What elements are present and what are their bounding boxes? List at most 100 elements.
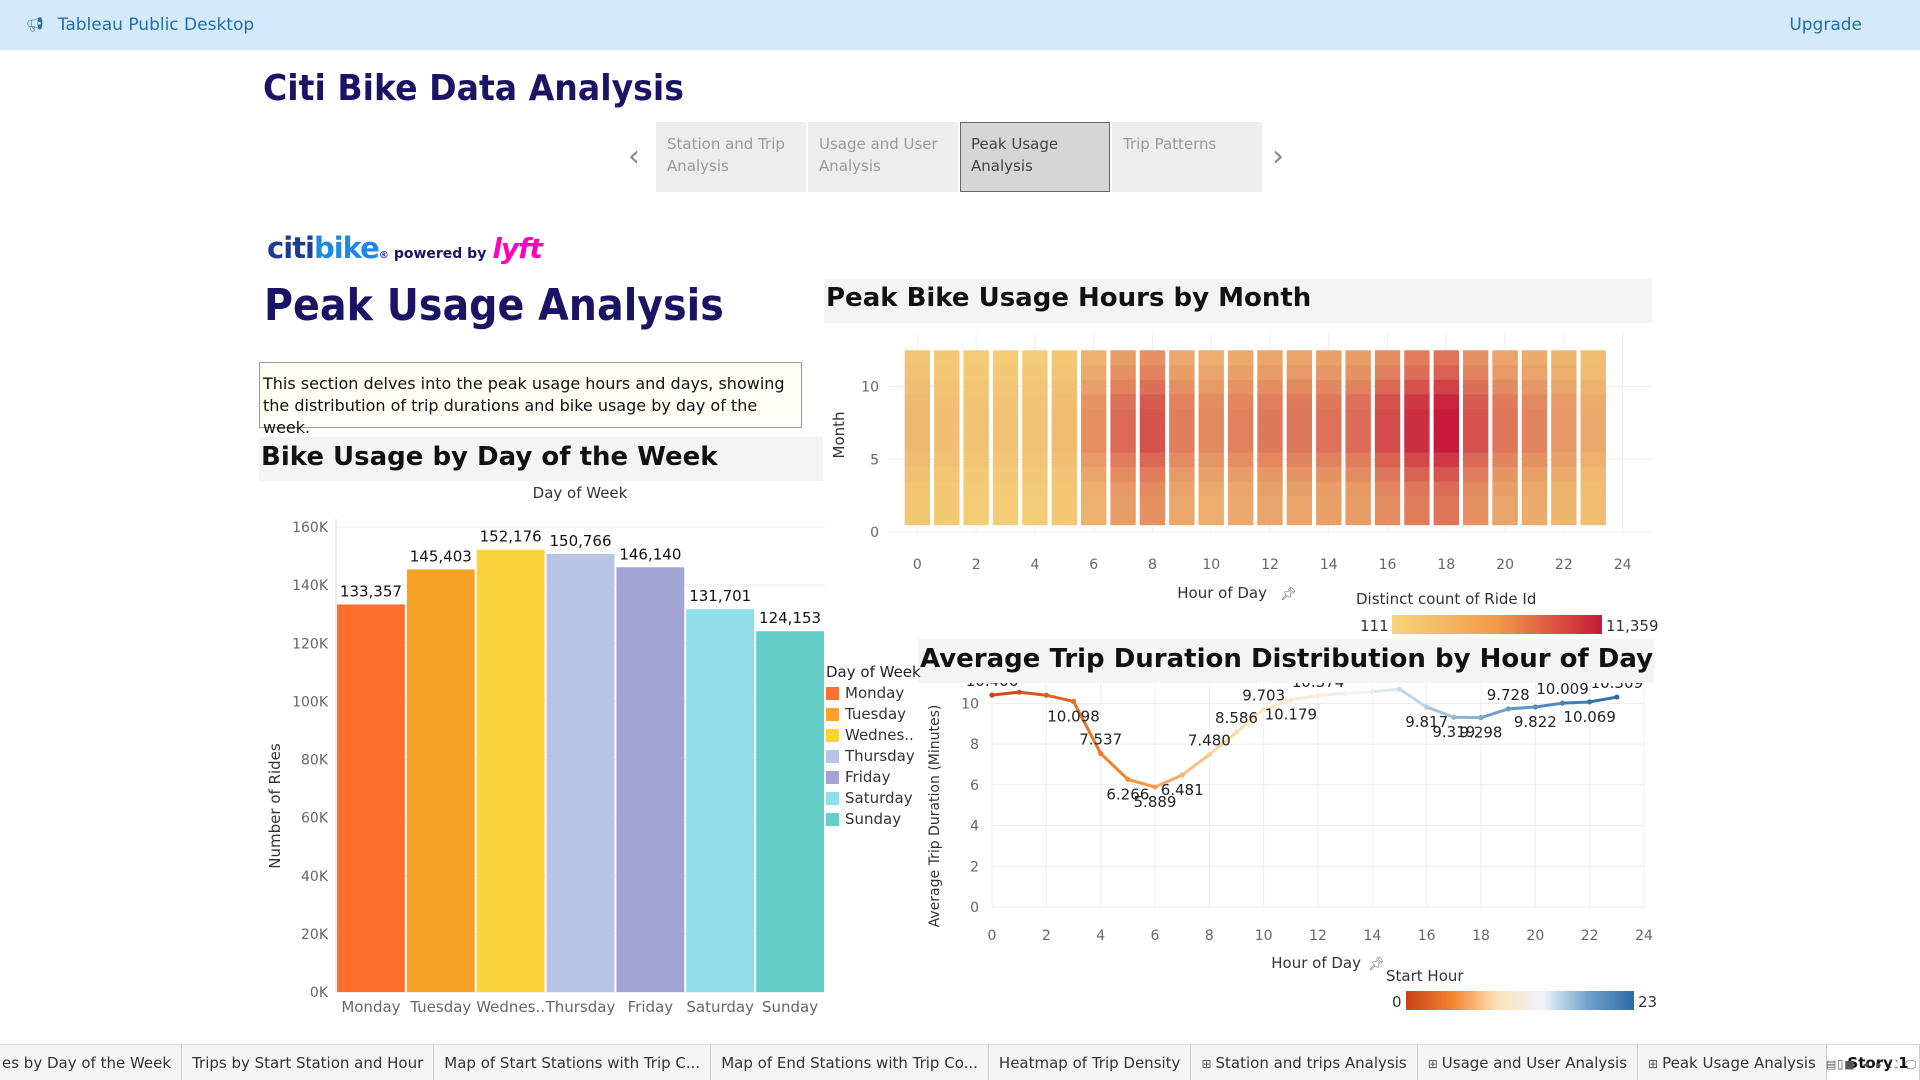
- heatmap-cell[interactable]: [1374, 393, 1401, 409]
- heatmap-cell[interactable]: [1521, 379, 1548, 395]
- next-sheet-icon[interactable]: ▸: [1876, 1058, 1882, 1071]
- heatmap-cell[interactable]: [1404, 422, 1430, 438]
- heatmap-cell[interactable]: [1580, 481, 1606, 497]
- heatmap-cell[interactable]: [992, 379, 1019, 395]
- bar-friday[interactable]: [616, 567, 685, 992]
- heatmap-cell[interactable]: [1227, 379, 1254, 395]
- heatmap-cell[interactable]: [1257, 350, 1283, 366]
- heatmap-cell[interactable]: [1492, 495, 1518, 511]
- legend-item[interactable]: Wednes..: [826, 725, 921, 746]
- sheet-tab[interactable]: Map of End Stations with Trip Co...: [711, 1045, 989, 1080]
- heatmap-cell[interactable]: [992, 466, 1019, 482]
- heatmap-cell[interactable]: [934, 350, 960, 366]
- heatmap-cell[interactable]: [1286, 495, 1313, 511]
- heatmap-cell[interactable]: [1316, 481, 1342, 497]
- heatmap-cell[interactable]: [934, 379, 960, 395]
- heatmap-cell[interactable]: [1081, 408, 1107, 424]
- heatmap-cell[interactable]: [1580, 452, 1606, 468]
- heatmap-cell[interactable]: [1257, 466, 1283, 482]
- heatmap-cell[interactable]: [1051, 350, 1077, 366]
- heatmap-cell[interactable]: [1433, 466, 1459, 482]
- heatmap-cell[interactable]: [1492, 437, 1518, 453]
- line-point[interactable]: [1288, 697, 1294, 703]
- heatmap-cell[interactable]: [1286, 364, 1313, 380]
- heatmap-cell[interactable]: [1463, 510, 1489, 526]
- heatmap-cell[interactable]: [1551, 364, 1577, 380]
- heatmap-cell[interactable]: [1433, 510, 1459, 526]
- line-point[interactable]: [1451, 714, 1457, 720]
- line-point[interactable]: [1098, 750, 1104, 757]
- heatmap-cell[interactable]: [1227, 437, 1254, 453]
- heatmap-cell[interactable]: [1286, 379, 1313, 395]
- heatmap-cell[interactable]: [1081, 510, 1107, 526]
- heatmap-cell[interactable]: [1169, 379, 1195, 395]
- heatmap-cell[interactable]: [1345, 393, 1371, 409]
- heatmap-cell[interactable]: [1374, 510, 1401, 526]
- heatmap-cell[interactable]: [1139, 437, 1166, 453]
- heatmap-cell[interactable]: [1139, 481, 1166, 497]
- heatmap-cell[interactable]: [1551, 379, 1577, 395]
- story-point-peak-usage[interactable]: Peak Usage Analysis: [960, 122, 1110, 192]
- heatmap-cell[interactable]: [1257, 422, 1283, 438]
- sheet-tab[interactable]: es by Day of the Week: [0, 1045, 183, 1080]
- heatmap-cell[interactable]: [1051, 466, 1077, 482]
- heatmap-cell[interactable]: [1580, 466, 1606, 482]
- heatmap-cell[interactable]: [1139, 364, 1166, 380]
- heatmap-cell[interactable]: [1081, 437, 1107, 453]
- heatmap-cell[interactable]: [1022, 510, 1048, 526]
- line-point[interactable]: [1614, 694, 1620, 700]
- heatmap-cell[interactable]: [1022, 437, 1048, 453]
- heatmap-cell[interactable]: [1257, 393, 1283, 409]
- megaphone-icon[interactable]: 📢︎: [26, 17, 44, 33]
- heatmap-cell[interactable]: [1051, 481, 1077, 497]
- line-point[interactable]: [1152, 784, 1158, 790]
- heatmap-cell[interactable]: [1521, 364, 1548, 380]
- sheet-tab[interactable]: ⊞ Usage and User Analysis: [1418, 1045, 1639, 1080]
- heatmap-cell[interactable]: [1551, 466, 1577, 482]
- heatmap-cell[interactable]: [963, 393, 989, 409]
- heatmap-cell[interactable]: [992, 495, 1019, 511]
- heatmap-cell[interactable]: [1169, 422, 1195, 438]
- heatmap-cell[interactable]: [1257, 379, 1283, 395]
- heatmap-cell[interactable]: [1580, 350, 1606, 366]
- legend-item[interactable]: Tuesday: [826, 704, 921, 725]
- heatmap-cell[interactable]: [1198, 466, 1224, 482]
- heatmap-cell[interactable]: [1521, 466, 1548, 482]
- heatmap-cell[interactable]: [1051, 452, 1077, 468]
- heatmap-cell[interactable]: [1492, 408, 1518, 424]
- line-point[interactable]: [1505, 706, 1511, 712]
- line-point[interactable]: [1043, 692, 1049, 698]
- heatmap-cell[interactable]: [1198, 364, 1224, 380]
- sheet-tab[interactable]: Trips by Start Station and Hour: [182, 1045, 435, 1080]
- bar-chart[interactable]: Day of Week Number of Rides 0K 20K 40K 60K 8…: [259, 481, 879, 1016]
- heatmap-cell[interactable]: [934, 437, 960, 453]
- heatmap-cell[interactable]: [963, 437, 989, 453]
- heatmap-cell[interactable]: [1286, 466, 1313, 482]
- heatmap-cell[interactable]: [1198, 422, 1224, 438]
- heatmap-cell[interactable]: [1463, 466, 1489, 482]
- heatmap-cell[interactable]: [963, 495, 989, 511]
- heatmap-cell[interactable]: [1227, 408, 1254, 424]
- heatmap-cell[interactable]: [1492, 510, 1518, 526]
- heatmap-cell[interactable]: [904, 495, 931, 511]
- chevron-left-icon[interactable]: ‹: [628, 139, 640, 174]
- heatmap-cell[interactable]: [963, 466, 989, 482]
- line-point[interactable]: [1125, 776, 1131, 783]
- heatmap-cell[interactable]: [1580, 408, 1606, 424]
- heatmap-cell[interactable]: [1286, 510, 1313, 526]
- heatmap-cell[interactable]: [1110, 364, 1136, 380]
- heatmap-cell[interactable]: [1286, 437, 1313, 453]
- heatmap-cell[interactable]: [1169, 481, 1195, 497]
- heatmap-cell[interactable]: [992, 393, 1019, 409]
- heatmap-cell[interactable]: [1521, 495, 1548, 511]
- heatmap-cell[interactable]: [1374, 466, 1401, 482]
- heatmap-cell[interactable]: [1345, 437, 1371, 453]
- heatmap-cell[interactable]: [1580, 422, 1606, 438]
- heatmap-cell[interactable]: [963, 481, 989, 497]
- heatmap-cell[interactable]: [1463, 364, 1489, 380]
- heatmap-cell[interactable]: [1374, 350, 1401, 366]
- heatmap-cell[interactable]: [1110, 379, 1136, 395]
- legend-item[interactable]: Friday: [826, 767, 921, 788]
- heatmap-cell[interactable]: [1286, 452, 1313, 468]
- heatmap-cell[interactable]: [1110, 481, 1136, 497]
